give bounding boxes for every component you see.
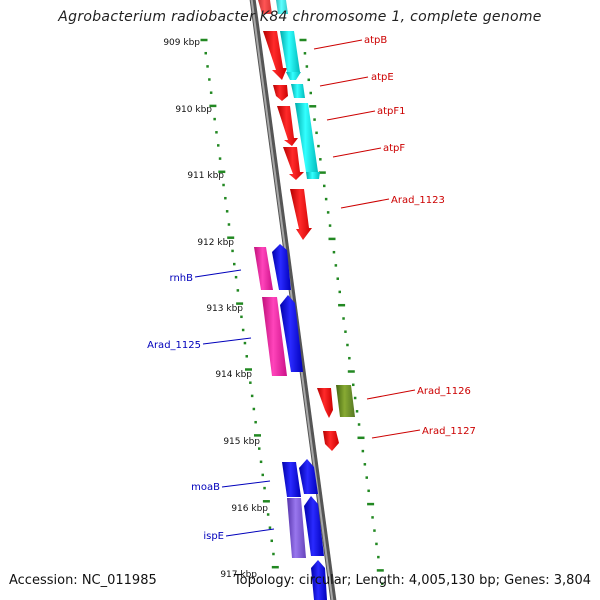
label-moaB[interactable]: moaB — [191, 482, 220, 493]
gene-partial-top-cyan[interactable] — [276, 0, 288, 14]
label-atpE[interactable]: atpE — [371, 72, 394, 83]
gene-atpB-cyan-tip[interactable] — [286, 72, 301, 80]
gene-atpF1-cyan[interactable] — [295, 103, 318, 172]
scale-ticks-left — [200, 38, 279, 569]
gene-moaB[interactable] — [299, 459, 318, 494]
gene-atpF[interactable] — [283, 147, 304, 180]
scale-label-909: 909 kbp — [163, 38, 200, 48]
scale-label-912: 912 kbp — [197, 238, 234, 248]
gene-moaB-left[interactable] — [282, 462, 301, 497]
scale-ticks-right — [299, 38, 384, 585]
scale-label-914: 914 kbp — [215, 370, 252, 380]
gene-atpE[interactable] — [273, 85, 288, 101]
scale-label-913: 913 kbp — [206, 304, 243, 314]
leader-lines-right — [313, 39, 421, 439]
scale-label-916: 916 kbp — [231, 504, 268, 514]
gene-atpF1-cyan-tip[interactable] — [306, 172, 320, 179]
gene-atpF1[interactable] — [277, 106, 298, 146]
label-Arad_1127[interactable]: Arad_1127 — [422, 426, 476, 437]
gene-rnhB-magenta[interactable] — [254, 247, 273, 290]
gene-rnhB[interactable] — [272, 244, 291, 290]
gene-labels: atpB atpE atpF1 atpF Arad_1123 Arad_1126… — [147, 35, 476, 542]
scale-label-917: 917 kbp — [220, 570, 257, 580]
label-Arad_1125[interactable]: Arad_1125 — [147, 340, 201, 351]
gene-ispE[interactable] — [304, 496, 324, 556]
gene-atpE-cyan[interactable] — [291, 84, 305, 98]
genome-title: Agrobacterium radiobacter K84 chromosome… — [58, 9, 542, 25]
gene-Arad_1126-olive[interactable] — [336, 385, 355, 417]
gene-ispE-lavender[interactable] — [287, 498, 306, 558]
scale-labels: 909 kbp 910 kbp 911 kbp 912 kbp 913 kbp … — [163, 38, 268, 580]
gene-atpB[interactable] — [263, 31, 287, 80]
label-rnhB[interactable]: rnhB — [170, 273, 194, 284]
gene-Arad_1125-magenta[interactable] — [262, 297, 287, 376]
label-Arad_1123[interactable]: Arad_1123 — [391, 195, 445, 206]
accession-text: Accession: NC_011985 — [9, 573, 157, 588]
gene-Arad_1127[interactable] — [323, 431, 339, 451]
gene-atpB-cyan[interactable] — [280, 31, 300, 72]
scale-label-915: 915 kbp — [223, 437, 260, 447]
label-atpF[interactable]: atpF — [383, 143, 405, 154]
label-atpB[interactable]: atpB — [364, 35, 387, 46]
label-atpF1[interactable]: atpF1 — [377, 106, 406, 117]
gene-Arad_1125[interactable] — [280, 295, 303, 372]
gene-partial-bottom[interactable] — [311, 560, 327, 600]
gene-partial-top[interactable] — [258, 0, 272, 14]
label-Arad_1126[interactable]: Arad_1126 — [417, 386, 471, 397]
genome-summary-text: Topology: circular; Length: 4,005,130 bp… — [233, 573, 591, 588]
scale-label-911: 911 kbp — [187, 171, 224, 181]
gene-Arad_1123[interactable] — [290, 189, 312, 240]
gene-Arad_1126[interactable] — [317, 388, 333, 418]
label-ispE[interactable]: ispE — [203, 531, 224, 542]
leader-lines-left — [194, 269, 275, 537]
scale-label-910: 910 kbp — [175, 105, 212, 115]
